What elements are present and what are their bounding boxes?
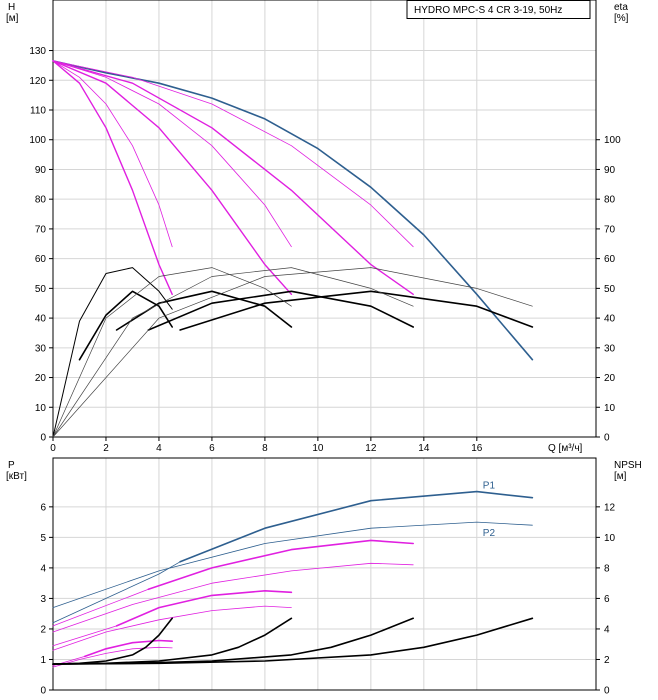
y2-tick-label: 20 [604,373,616,384]
curve-npsh [52,617,414,665]
curve-eta [147,290,414,331]
curve-eta [52,267,414,438]
y-axis-label: P [8,460,15,471]
curve-p [84,639,173,658]
y2-axis-label: eta [614,2,628,13]
y-tick-label: 1 [40,655,46,666]
curve-eta [115,290,293,331]
y-tick-label: 4 [40,563,46,574]
y-tick-label: 3 [40,594,46,605]
y-tick-label: 110 [30,105,46,116]
x-tick-label: 12 [365,443,377,454]
curve-eta [52,267,173,438]
y2-tick-label: 100 [604,135,621,146]
y2-axis-unit: [%] [614,13,629,24]
curve-p [52,562,414,633]
y2-tick-label: 0 [604,433,610,444]
curve-p [52,521,533,608]
x-tick-label: 8 [262,443,268,454]
curve-label-p1: P1 [483,481,496,492]
y-tick-label: 0 [40,686,46,697]
curve-label-p2: P2 [483,528,496,539]
y-tick-label: 40 [35,314,47,325]
chart-title: HYDRO MPC-S 4 CR 3-19, 50Hz [414,5,562,16]
y2-tick-label: 0 [604,686,610,697]
plot-frame-bottom [52,457,597,691]
curve-p [52,605,292,651]
curve-p [115,590,293,627]
y-tick-label: 30 [35,343,47,354]
y2-tick-label: 30 [604,343,616,354]
curve-p [147,539,414,591]
y-axis-unit: [кВт] [6,471,27,482]
x-tick-label: 4 [156,443,162,454]
curve-p [52,588,149,627]
y-tick-label: 100 [29,135,46,146]
y-tick-label: 50 [35,284,47,295]
y2-tick-label: 60 [604,254,616,265]
y-tick-label: 130 [29,46,46,57]
x-axis-label: Q [м³/ч] [548,443,583,454]
y2-tick-label: 90 [604,165,616,176]
curve-eta [78,290,173,361]
curve-p [179,490,534,563]
y-tick-label: 0 [40,433,46,444]
y2-tick-label: 40 [604,314,616,325]
y2-tick-label: 12 [604,502,616,513]
x-tick-label: 14 [418,443,430,454]
y2-axis-unit: [м] [614,471,627,482]
title-box [406,0,591,19]
y2-tick-label: 10 [604,533,616,544]
y2-tick-label: 50 [604,284,616,295]
x-tick-label: 2 [103,443,109,454]
y-tick-label: 120 [29,76,46,87]
y-tick-label: 60 [35,254,47,265]
x-tick-label: 16 [471,443,483,454]
y-tick-label: 10 [35,403,47,414]
curve-h [52,60,293,295]
curve-p [52,646,173,668]
y-tick-label: 70 [35,224,47,235]
curve-eta [52,267,533,438]
y-axis-label: H [8,2,15,13]
plot-frame-top [52,0,597,438]
y2-tick-label: 6 [604,594,610,605]
y2-tick-label: 8 [604,563,610,574]
y-tick-label: 2 [40,624,46,635]
y2-tick-label: 4 [604,624,610,635]
y2-tick-label: 10 [604,403,616,414]
curve-h [52,60,414,295]
curve-h [52,60,292,248]
y2-axis-label: NPSH [614,460,642,471]
curve-h [52,60,534,361]
curve-p [52,561,181,624]
y-tick-label: 90 [35,165,47,176]
y-tick-label: 20 [35,373,47,384]
y-tick-label: 6 [40,502,46,513]
y2-tick-label: 80 [604,195,616,206]
y2-tick-label: 2 [604,655,610,666]
x-tick-label: 0 [50,443,56,454]
x-tick-label: 10 [312,443,324,454]
curve-h [52,60,173,295]
curve-eta [179,290,534,331]
curve-eta [52,267,292,438]
curve-h [52,60,173,248]
x-tick-label: 6 [209,443,215,454]
y-tick-label: 80 [35,195,47,206]
y2-tick-label: 70 [604,224,616,235]
curve-h [52,60,414,248]
y-axis-unit: [м] [6,13,19,24]
curve-npsh [52,617,534,665]
curve-p [52,625,117,647]
y-tick-label: 5 [40,533,46,544]
